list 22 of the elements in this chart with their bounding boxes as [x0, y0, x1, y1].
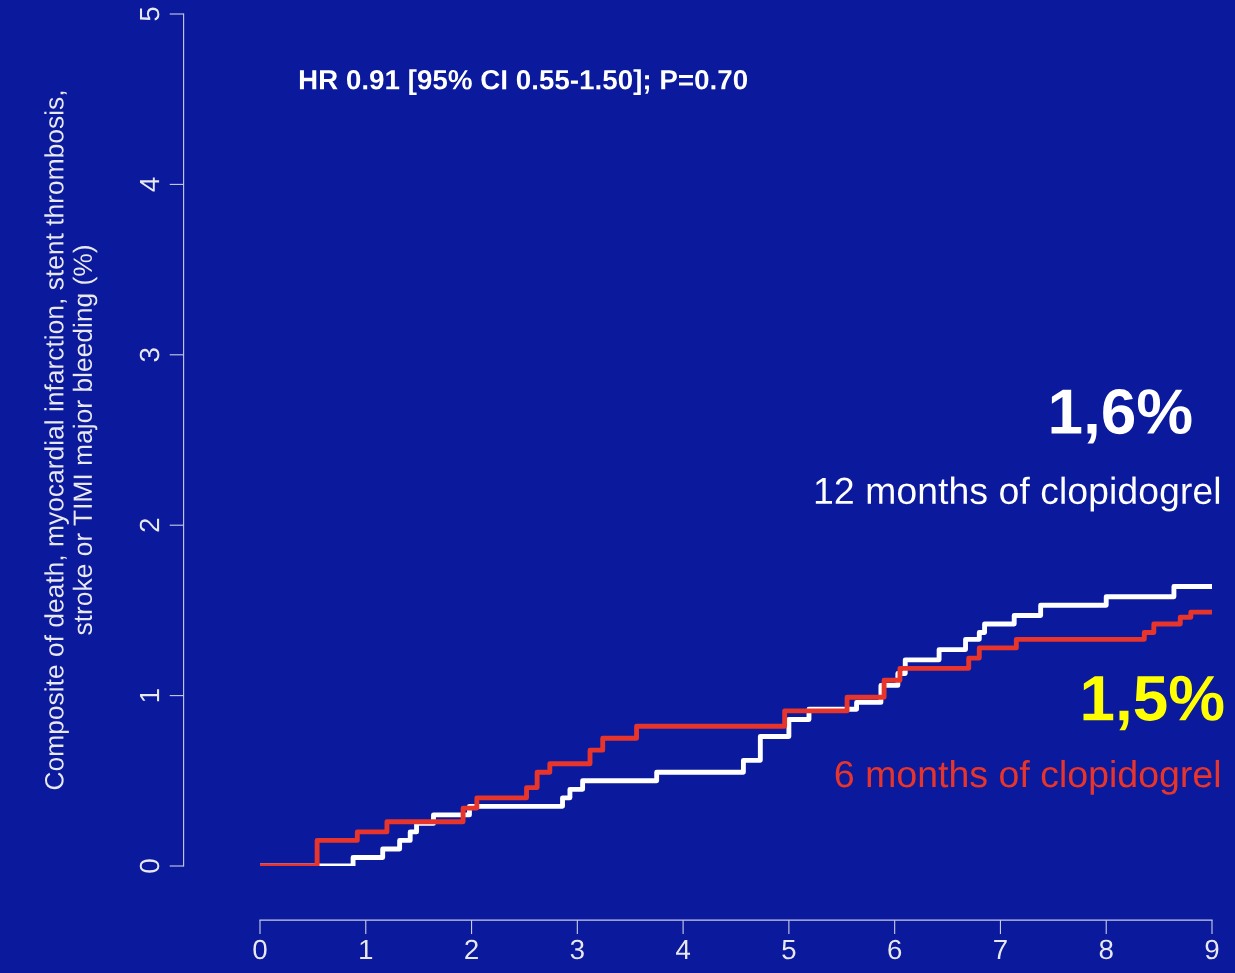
- y-tick-label: 0: [139, 859, 160, 873]
- y-tick-label: 3: [139, 348, 160, 362]
- x-tick-label: 2: [465, 939, 478, 960]
- x-tick-label: 0: [253, 939, 267, 960]
- annotation: 1,6%: [1051, 389, 1192, 444]
- x-tick-label: 7: [994, 939, 1007, 960]
- x-tick-label: 1: [360, 939, 373, 960]
- y-tick-label: 2: [139, 518, 160, 532]
- y-axis-title: Composite of death, myocardial infarction, stent thrombosis, stroke or TIMI major bleeding (%): [44, 91, 98, 790]
- x-tick-label: 3: [570, 939, 584, 960]
- text: 12 months of clopidogrel: [815, 476, 1220, 512]
- series-label: 6 months of clopidogrel: [835, 759, 1220, 795]
- annotation: HR 0.91 [95% CI 0.55-1.50]; P=0.70: [299, 69, 748, 96]
- x-tick-label: 6: [888, 939, 902, 960]
- y-tick-label: 5: [139, 7, 160, 21]
- annotation: 1,5%: [1083, 675, 1224, 731]
- x-tick-label: 5: [782, 939, 796, 960]
- x-tick-label: 9: [1205, 939, 1219, 960]
- y-tick-label: 1: [139, 689, 160, 702]
- x-tick-label: 4: [676, 939, 691, 960]
- y-tick-label: 4: [139, 177, 160, 192]
- x-tick-label: 8: [1099, 939, 1113, 960]
